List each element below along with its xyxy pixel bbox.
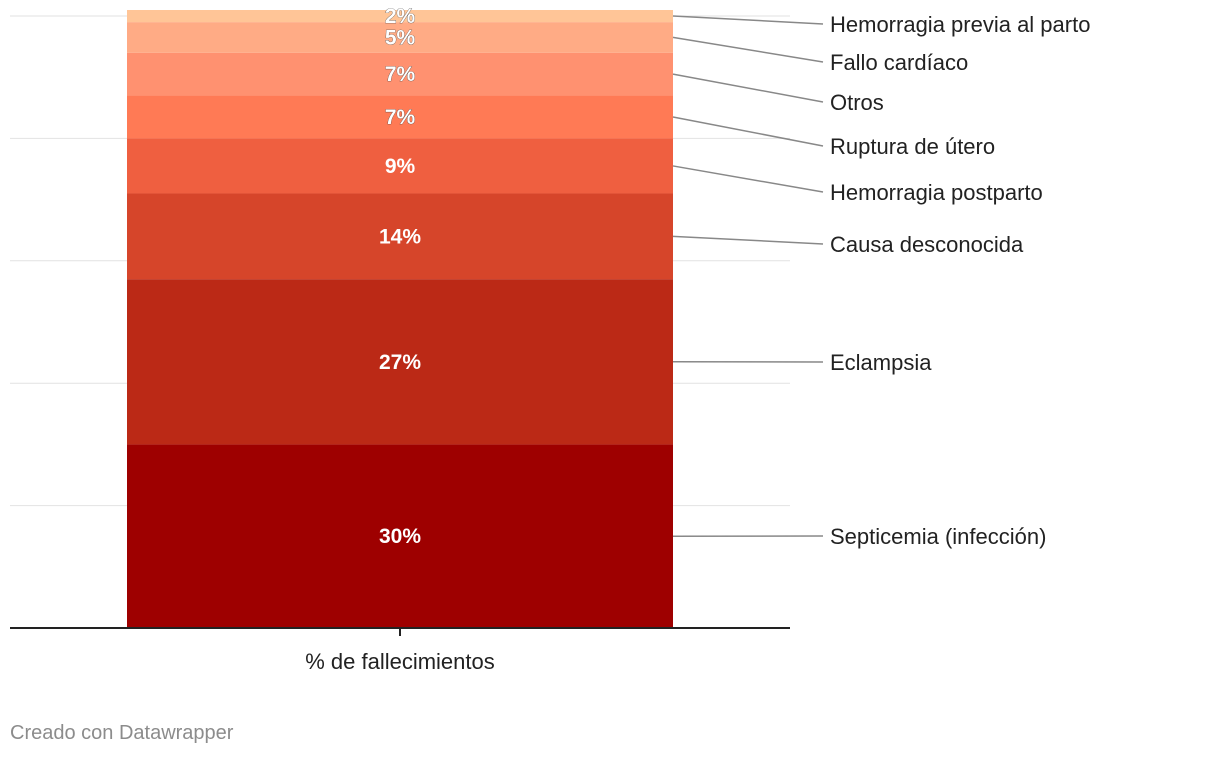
leader-line — [672, 15, 824, 25]
legend-label-eclampsia: Eclampsia — [830, 350, 932, 375]
leader-line — [672, 165, 824, 193]
bar-segment-hemorragia-postparto — [127, 138, 673, 194]
segment-value-label: 9% — [385, 155, 416, 178]
segment-value-label: 30% — [379, 525, 421, 548]
legend-label-hemorragia-postparto: Hemorragia postparto — [830, 180, 1043, 205]
bar-segment-hemorragia-previa-al-parto — [127, 10, 673, 23]
legend-label-fallo-cardiaco: Fallo cardíaco — [830, 50, 968, 75]
segment-value-label: 7% — [385, 63, 416, 86]
leader-line — [672, 36, 824, 63]
legend-label-septicemia-infeccion: Septicemia (infección) — [830, 524, 1046, 549]
legend-label-causa-desconocida: Causa desconocida — [830, 232, 1024, 257]
bar-segment-causa-desconocida — [127, 193, 673, 280]
bar-segment-septicemia-infeccion — [127, 444, 673, 628]
segment-value-label: 5% — [385, 26, 416, 49]
stacked-bar-chart: 30% 27% 14% 9% 7% 7% 5%2% Septicemia (infecció… — [10, 5, 1090, 674]
segment-value-label: 7% — [385, 106, 416, 129]
legend-label-otros: Otros — [830, 90, 884, 115]
x-axis-category-label: % de fallecimientos — [305, 649, 495, 674]
legend-labels: Septicemia (infección) Eclampsia Causa des… — [830, 12, 1090, 549]
bar-segment-eclampsia — [127, 279, 673, 445]
leader-line — [672, 73, 824, 103]
datawrapper-credit[interactable]: Creado con Datawrapper — [10, 722, 234, 744]
legend-label-ruptura-de-utero: Ruptura de útero — [830, 134, 995, 159]
leader-line — [672, 116, 824, 147]
leader-line — [672, 235, 824, 245]
segment-value-label: 2% — [385, 5, 416, 28]
legend-leader-lines — [672, 15, 824, 537]
bar-segment-fallo-cardiaco — [127, 22, 673, 53]
legend-label-hemorragia-previa-al-parto: Hemorragia previa al parto — [830, 12, 1090, 37]
segment-value-label: 27% — [379, 351, 421, 374]
segment-value-label: 14% — [379, 225, 421, 248]
bar-segment-ruptura-de-utero — [127, 95, 673, 139]
segment-value-labels: 30% 27% 14% 9% 7% 7% 5%2% — [379, 5, 421, 549]
bar-segment-otros — [127, 52, 673, 96]
bar-segments — [127, 10, 673, 628]
